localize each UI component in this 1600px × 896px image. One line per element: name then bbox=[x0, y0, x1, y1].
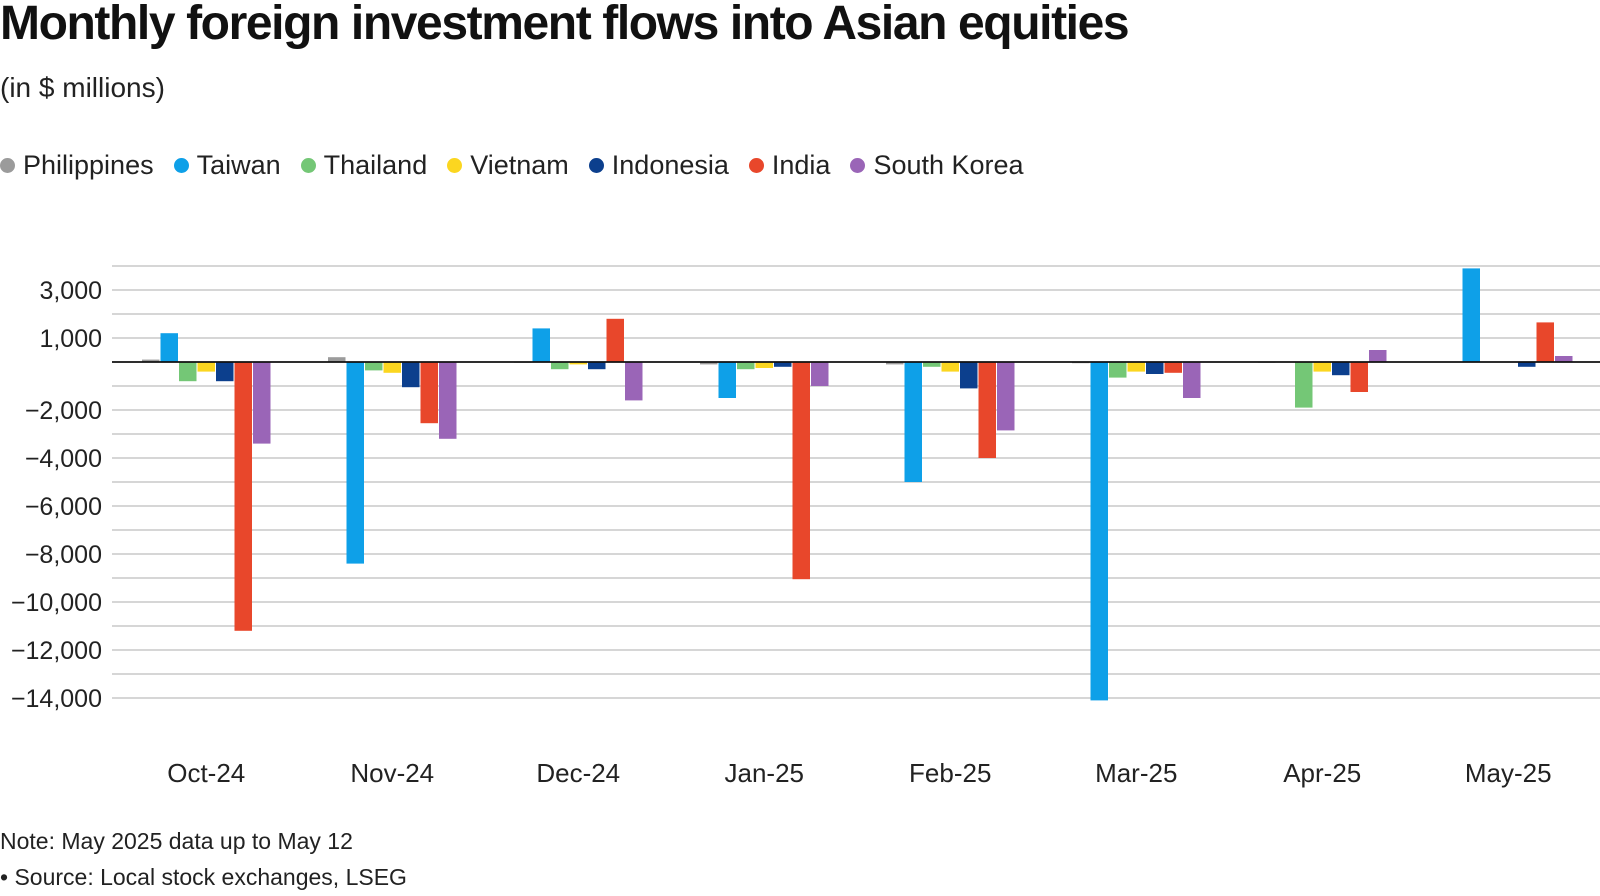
bar-south-korea-feb-25 bbox=[997, 362, 1015, 431]
bar-philippines-nov-24 bbox=[328, 357, 346, 362]
chart-title: Monthly foreign investment flows into As… bbox=[0, 0, 1130, 50]
bar-thailand-oct-24 bbox=[179, 362, 197, 382]
bar-taiwan-may-25 bbox=[1462, 268, 1480, 362]
bar-thailand-mar-25 bbox=[1109, 362, 1127, 378]
bar-india-nov-24 bbox=[420, 362, 438, 424]
bar-south-korea-mar-25 bbox=[1183, 362, 1201, 398]
legend-label: Thailand bbox=[323, 150, 428, 180]
chart-legend: Philippines Taiwan Thailand Vietnam Indonesi… bbox=[0, 150, 1044, 181]
legend-label: Vietnam bbox=[470, 150, 569, 180]
chart-subtitle: (in $ millions) bbox=[0, 72, 165, 103]
legend-swatch-icon bbox=[748, 158, 764, 173]
y-tick-label: −4,000 bbox=[25, 445, 102, 473]
x-category-label: Dec-24 bbox=[536, 758, 620, 788]
legend-label: Philippines bbox=[23, 150, 154, 180]
bar-indonesia-apr-25 bbox=[1332, 362, 1350, 376]
bar-india-oct-24 bbox=[234, 362, 252, 631]
legend-item-taiwan: Taiwan bbox=[173, 150, 281, 181]
legend-item-south-korea: South Korea bbox=[850, 150, 1024, 181]
bar-indonesia-mar-25 bbox=[1146, 362, 1164, 374]
bar-taiwan-oct-24 bbox=[160, 333, 178, 362]
y-tick-label: −12,000 bbox=[11, 637, 102, 665]
bar-indonesia-may-25 bbox=[1518, 362, 1536, 367]
bar-vietnam-dec-24 bbox=[569, 362, 587, 365]
bar-india-apr-25 bbox=[1350, 362, 1368, 392]
legend-item-india: India bbox=[748, 150, 831, 181]
bar-indonesia-dec-24 bbox=[588, 362, 606, 370]
bar-vietnam-apr-25 bbox=[1313, 362, 1331, 372]
bar-taiwan-dec-24 bbox=[532, 328, 550, 362]
bar-india-feb-25 bbox=[978, 362, 996, 458]
bar-thailand-dec-24 bbox=[551, 362, 569, 370]
legend-label: India bbox=[771, 150, 831, 180]
bar-taiwan-mar-25 bbox=[1090, 362, 1108, 701]
y-tick-label: −6,000 bbox=[25, 493, 102, 521]
bar-vietnam-nov-24 bbox=[383, 362, 401, 373]
legend-label: South Korea bbox=[873, 150, 1024, 180]
x-category-label: Oct-24 bbox=[167, 758, 245, 788]
bar-india-may-25 bbox=[1536, 322, 1554, 362]
legend-swatch-icon bbox=[173, 158, 189, 173]
legend-label: Taiwan bbox=[196, 150, 281, 180]
legend-item-vietnam: Vietnam bbox=[447, 150, 569, 181]
bar-south-korea-oct-24 bbox=[253, 362, 271, 444]
y-tick-label: −2,000 bbox=[25, 397, 102, 425]
x-category-label: Feb-25 bbox=[909, 758, 991, 788]
x-category-label: Nov-24 bbox=[350, 758, 434, 788]
bar-thailand-nov-24 bbox=[365, 362, 383, 371]
x-category-label: May-25 bbox=[1465, 758, 1552, 788]
legend-swatch-icon bbox=[447, 158, 463, 173]
x-category-label: Apr-25 bbox=[1283, 758, 1361, 788]
bar-taiwan-nov-24 bbox=[346, 362, 364, 564]
legend-label: Indonesia bbox=[611, 150, 729, 180]
bar-indonesia-oct-24 bbox=[216, 362, 234, 382]
bar-vietnam-oct-24 bbox=[197, 362, 215, 372]
bar-thailand-jan-25 bbox=[737, 362, 755, 370]
legend-swatch-icon bbox=[850, 158, 866, 173]
bar-vietnam-feb-25 bbox=[941, 362, 959, 372]
bar-south-korea-apr-25 bbox=[1369, 350, 1387, 362]
legend-swatch-icon bbox=[588, 158, 604, 173]
bar-thailand-apr-25 bbox=[1295, 362, 1313, 408]
y-tick-label: −14,000 bbox=[11, 685, 102, 713]
legend-swatch-icon bbox=[0, 158, 15, 173]
legend-swatch-icon bbox=[300, 158, 316, 173]
chart-note: Note: May 2025 data up to May 12 bbox=[0, 828, 353, 854]
chart-source: • Source: Local stock exchanges, LSEG bbox=[0, 864, 407, 890]
bar-india-mar-25 bbox=[1164, 362, 1182, 373]
bar-philippines-jan-25 bbox=[700, 362, 718, 365]
bar-india-jan-25 bbox=[792, 362, 810, 580]
bar-india-dec-24 bbox=[606, 318, 624, 362]
bar-philippines-oct-24 bbox=[142, 359, 160, 362]
bar-vietnam-jan-25 bbox=[755, 362, 773, 368]
legend-item-philippines: Philippines bbox=[0, 150, 154, 181]
legend-item-thailand: Thailand bbox=[300, 150, 428, 181]
bar-south-korea-nov-24 bbox=[439, 362, 457, 439]
y-tick-label: 1,000 bbox=[39, 325, 102, 353]
y-tick-label: −10,000 bbox=[11, 589, 102, 617]
bar-philippines-feb-25 bbox=[886, 362, 904, 365]
bar-indonesia-jan-25 bbox=[774, 362, 792, 367]
bar-taiwan-feb-25 bbox=[904, 362, 922, 482]
y-tick-label: 3,000 bbox=[39, 277, 102, 305]
x-category-label: Jan-25 bbox=[725, 758, 805, 788]
bar-south-korea-jan-25 bbox=[811, 362, 829, 386]
bar-vietnam-mar-25 bbox=[1127, 362, 1145, 372]
bar-thailand-feb-25 bbox=[923, 362, 941, 367]
x-category-label: Mar-25 bbox=[1095, 758, 1177, 788]
bar-indonesia-nov-24 bbox=[402, 362, 420, 388]
legend-item-indonesia: Indonesia bbox=[588, 150, 729, 181]
bar-south-korea-dec-24 bbox=[625, 362, 643, 401]
y-tick-label: −8,000 bbox=[25, 541, 102, 569]
bar-south-korea-may-25 bbox=[1555, 356, 1573, 362]
bar-indonesia-feb-25 bbox=[960, 362, 978, 389]
bar-taiwan-jan-25 bbox=[718, 362, 736, 398]
